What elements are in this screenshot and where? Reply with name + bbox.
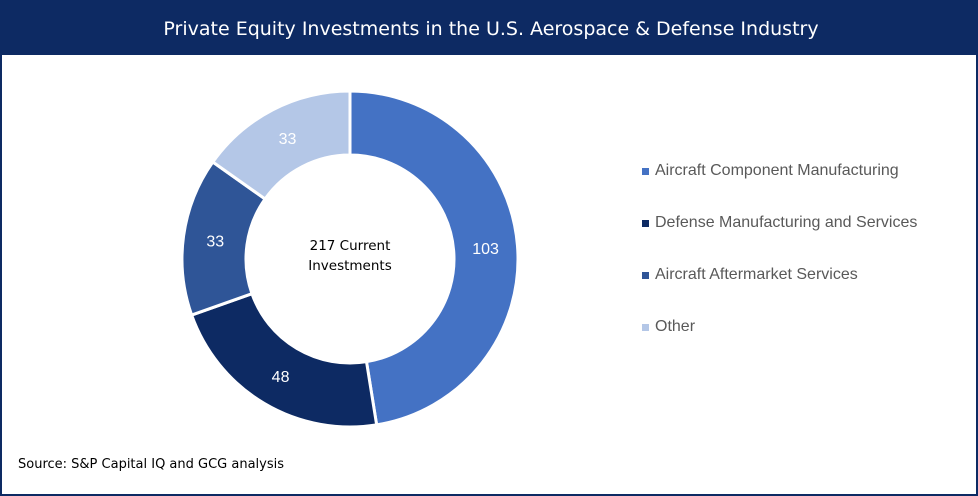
chart-legend: Aircraft Component Manufacturing Defense … [642,158,917,366]
legend-swatch [642,167,649,175]
source-note: Source: S&P Capital IQ and GCG analysis [18,457,285,472]
slice-value-label: 33 [206,233,224,250]
donut-slices [180,89,520,429]
legend-item: Other [642,314,917,340]
chart-title: Private Equity Investments in the U.S. A… [2,2,978,55]
legend-item: Aircraft Component Manufacturing [642,158,917,184]
center-label-line2: Investments [308,258,392,274]
legend-swatch [642,271,649,279]
slice-value-label: 103 [472,241,499,258]
donut-center-label: 217 Current Investments [270,236,430,276]
center-label-line1: 217 Current [309,238,391,254]
legend-item: Defense Manufacturing and Services [642,210,917,236]
legend-label: Aircraft Aftermarket Services [655,266,858,283]
donut-slice [189,291,379,429]
donut-slice [210,89,352,202]
legend-label: Defense Manufacturing and Services [655,214,918,231]
legend-label: Other [655,318,696,335]
legend-item: Aircraft Aftermarket Services [642,262,917,288]
slice-value-label: 33 [279,131,297,148]
legend-swatch [642,323,649,331]
slice-value-label: 48 [272,369,290,386]
legend-swatch [642,219,649,227]
donut-slice [348,89,520,427]
legend-label: Aircraft Component Manufacturing [655,162,899,179]
donut-labels: 103 48 33 33 [206,131,499,386]
